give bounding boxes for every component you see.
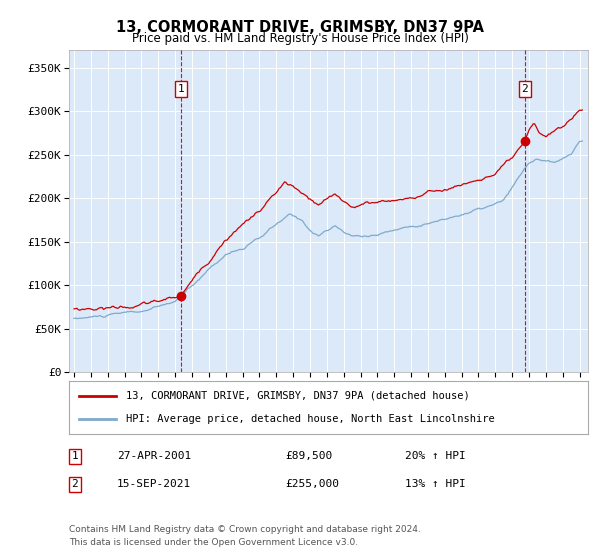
Text: 20% ↑ HPI: 20% ↑ HPI [405, 451, 466, 461]
Text: 2: 2 [521, 84, 528, 94]
Text: 15-SEP-2021: 15-SEP-2021 [117, 479, 191, 489]
Text: 27-APR-2001: 27-APR-2001 [117, 451, 191, 461]
Text: This data is licensed under the Open Government Licence v3.0.: This data is licensed under the Open Gov… [69, 538, 358, 547]
Text: HPI: Average price, detached house, North East Lincolnshire: HPI: Average price, detached house, Nort… [126, 414, 495, 424]
Text: Price paid vs. HM Land Registry's House Price Index (HPI): Price paid vs. HM Land Registry's House … [131, 32, 469, 45]
Text: 2: 2 [71, 479, 79, 489]
Text: 13, CORMORANT DRIVE, GRIMSBY, DN37 9PA: 13, CORMORANT DRIVE, GRIMSBY, DN37 9PA [116, 20, 484, 35]
Text: 1: 1 [178, 84, 184, 94]
Text: £255,000: £255,000 [285, 479, 339, 489]
Text: 1: 1 [71, 451, 79, 461]
Text: £89,500: £89,500 [285, 451, 332, 461]
Text: 13, CORMORANT DRIVE, GRIMSBY, DN37 9PA (detached house): 13, CORMORANT DRIVE, GRIMSBY, DN37 9PA (… [126, 391, 470, 401]
Text: 13% ↑ HPI: 13% ↑ HPI [405, 479, 466, 489]
Text: Contains HM Land Registry data © Crown copyright and database right 2024.: Contains HM Land Registry data © Crown c… [69, 525, 421, 534]
